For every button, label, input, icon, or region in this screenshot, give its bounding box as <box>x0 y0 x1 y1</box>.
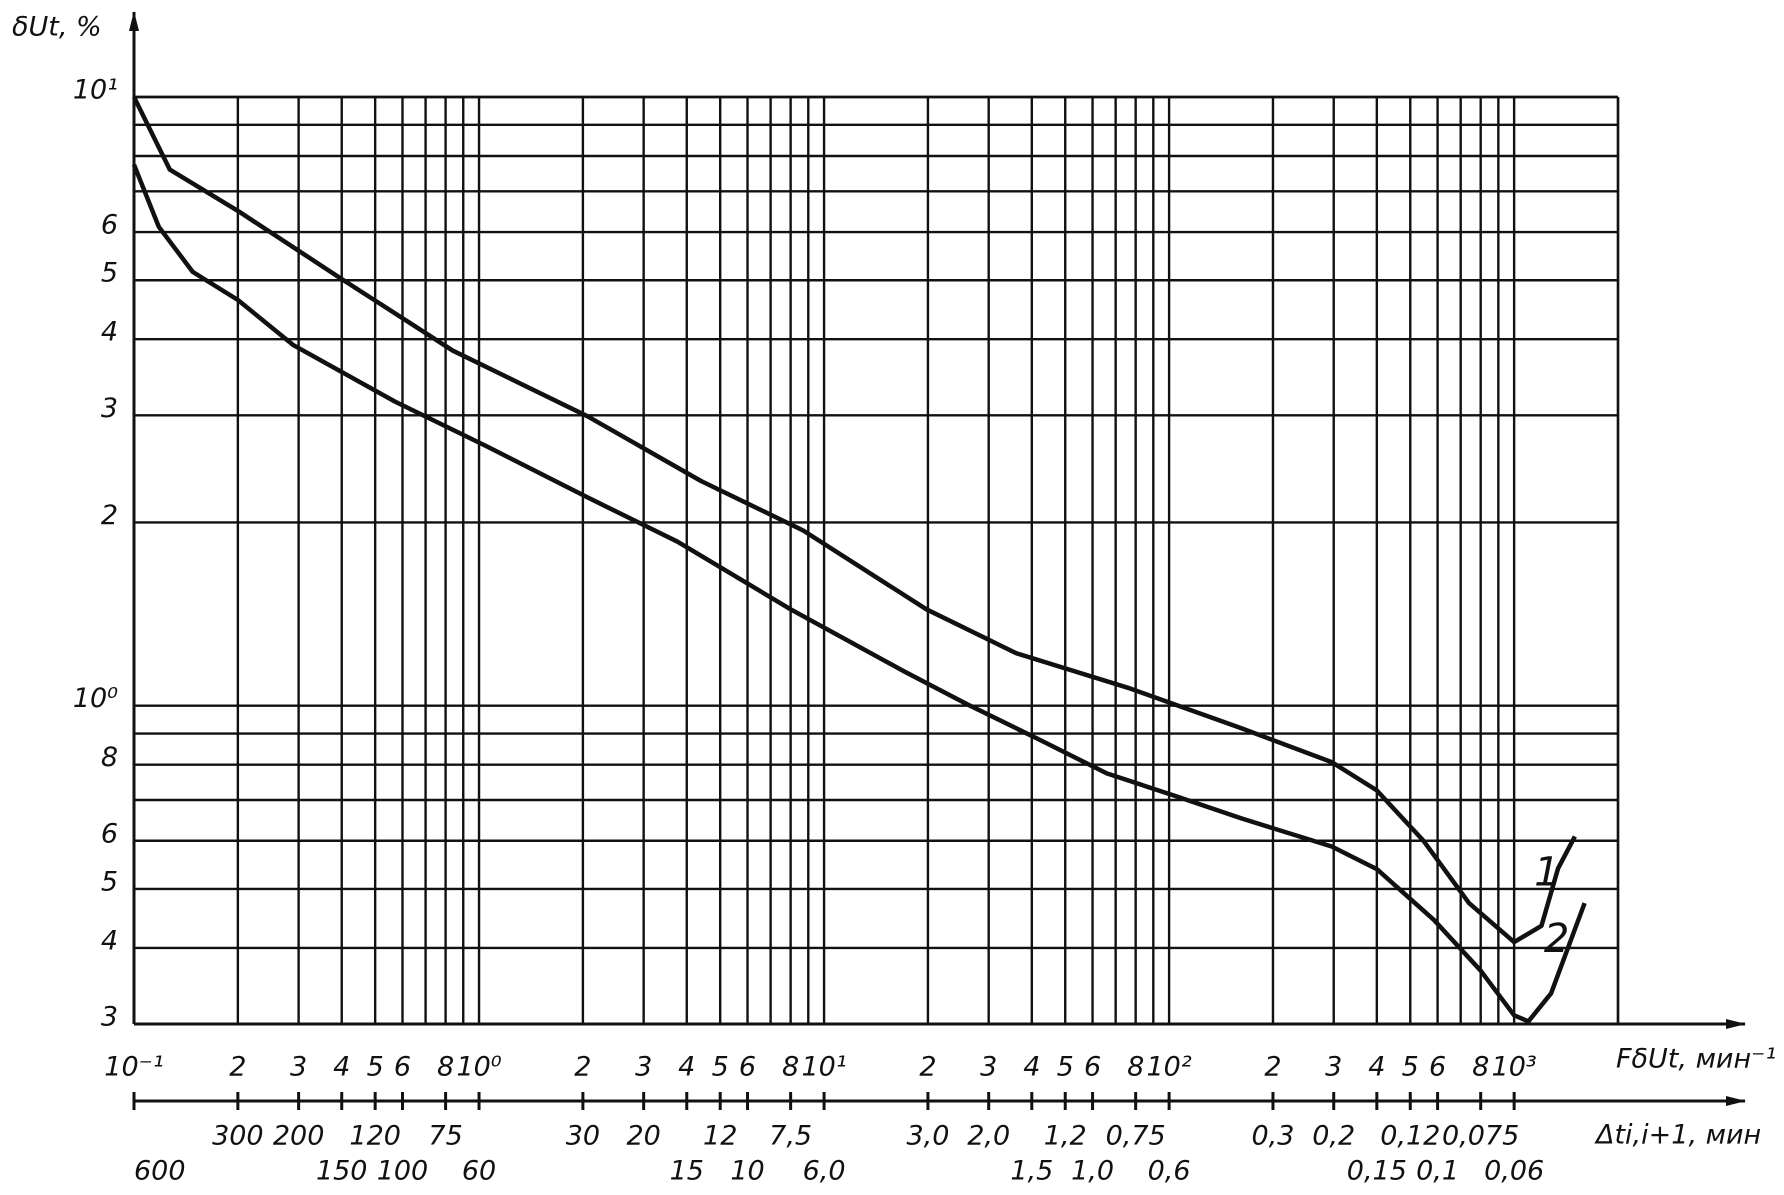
x2-tick-label: 30 <box>566 1121 600 1152</box>
x-tick-label: 4 <box>1023 1052 1040 1083</box>
x2-tick-label: 1,5 <box>1010 1156 1053 1187</box>
x-tick-label: 10⁻¹ <box>104 1052 163 1083</box>
x2-tick-label: 15 <box>670 1156 704 1187</box>
x-tick-label: 2 <box>574 1052 591 1083</box>
x2-tick-label: 60 <box>462 1156 496 1187</box>
x2-tick-label: 300 <box>212 1121 264 1152</box>
y-tick-label: 2 <box>101 500 118 531</box>
x-tick-label: 4 <box>678 1052 695 1083</box>
x2-tick-label: 0,75 <box>1106 1121 1166 1152</box>
x2-tick-label: 3,0 <box>906 1121 949 1152</box>
x2-tick-label: 600 <box>134 1156 186 1187</box>
x2-tick-label: 0,2 <box>1312 1121 1355 1152</box>
y-tick-label: 10¹ <box>73 75 118 106</box>
x-tick-label: 6 <box>739 1052 756 1083</box>
y-tick-label: 6 <box>101 818 118 849</box>
y-axis-title: δUt, % <box>12 12 102 43</box>
x-tick-label: 2 <box>919 1052 936 1083</box>
x-tick-label: 6 <box>1429 1052 1446 1083</box>
series-label: 1 <box>1534 849 1559 895</box>
x2-tick-label: 0,6 <box>1148 1156 1191 1187</box>
y-tick-label: 10⁰ <box>73 683 118 714</box>
series-line <box>131 96 1577 945</box>
y-tick-label: 4 <box>101 925 118 956</box>
x-axis-title: FδUt, мин⁻¹ <box>1616 1044 1776 1075</box>
plot: 12 <box>131 96 1587 1024</box>
x-tick-label: 5 <box>712 1052 729 1083</box>
x2-tick-label: 0,1 <box>1416 1156 1459 1187</box>
x2-tick-label: 120 <box>349 1121 401 1152</box>
x2-tick-label: 0,15 <box>1347 1156 1407 1187</box>
x-tick-label: 5 <box>1057 1052 1074 1083</box>
x-tick-label: 3 <box>980 1052 997 1083</box>
x-tick-label: 10² <box>1147 1052 1192 1083</box>
x2-tick-label: 12 <box>703 1121 737 1152</box>
x-tick-label: 10¹ <box>801 1052 846 1083</box>
x-tick-label: 2 <box>229 1052 246 1083</box>
x-tick-label: 2 <box>1264 1052 1281 1083</box>
y-tick-label: 4 <box>101 317 118 348</box>
x2-tick-label: 7,5 <box>769 1121 812 1152</box>
x-tick-label: 4 <box>333 1052 350 1083</box>
x2-tick-label: 100 <box>377 1156 429 1187</box>
x-tick-label: 4 <box>1368 1052 1385 1083</box>
x-tick-label: 6 <box>394 1052 411 1083</box>
series-label: 2 <box>1544 916 1569 962</box>
series-line <box>131 163 1587 1024</box>
x2-tick-label: 1,0 <box>1071 1156 1114 1187</box>
y-tick-label: 3 <box>101 1002 118 1033</box>
x2-tick-label: 6,0 <box>803 1156 846 1187</box>
x-tick-label: 6 <box>1084 1052 1101 1083</box>
x2-tick-label: 0,12 <box>1380 1121 1440 1152</box>
x2-tick-label: 2,0 <box>967 1121 1010 1152</box>
x2-tick-label: 200 <box>273 1121 325 1152</box>
y-tick-label: 5 <box>101 866 118 897</box>
x2-tick-label: 20 <box>626 1121 660 1152</box>
x2-tick-label: 150 <box>316 1156 368 1187</box>
x2-tick-label: 10 <box>730 1156 764 1187</box>
x-tick-label: 8 <box>1127 1052 1144 1083</box>
x2-tick-label: 75 <box>428 1121 462 1152</box>
x-tick-label: 3 <box>1325 1052 1342 1083</box>
y-tick-label: 6 <box>101 210 118 241</box>
y-tick-label: 8 <box>101 742 118 773</box>
x-tick-label: 3 <box>290 1052 307 1083</box>
x-tick-label: 3 <box>635 1052 652 1083</box>
x2-tick-label: 0,06 <box>1484 1156 1544 1187</box>
x-tick-label: 8 <box>1472 1052 1489 1083</box>
x2-tick-label: 0,3 <box>1251 1121 1294 1152</box>
x2-tick-label: 1,2 <box>1044 1121 1087 1152</box>
x-tick-label: 8 <box>782 1052 799 1083</box>
x-tick-label: 10³ <box>1492 1052 1537 1083</box>
x-tick-label: 10⁰ <box>456 1052 501 1083</box>
x2-axis-title: Δti,i+1, мин <box>1594 1120 1761 1151</box>
x-tick-label: 5 <box>367 1052 384 1083</box>
x2-tick-label: 0,075 <box>1442 1121 1519 1152</box>
y-tick-label: 5 <box>101 258 118 289</box>
y-tick-label: 3 <box>101 393 118 424</box>
x-tick-label: 5 <box>1402 1052 1419 1083</box>
x-tick-label: 8 <box>437 1052 454 1083</box>
